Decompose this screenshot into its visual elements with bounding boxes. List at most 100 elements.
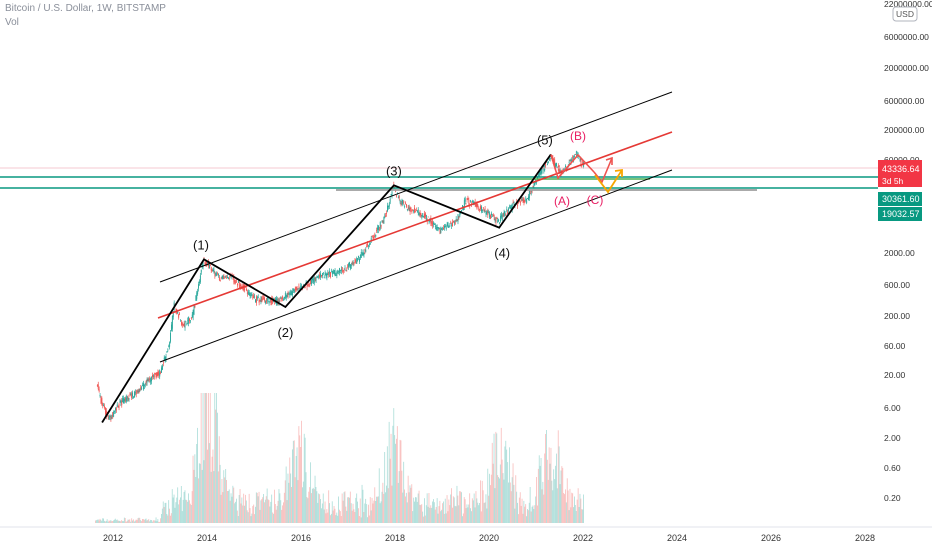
price-candle (152, 375, 154, 377)
channel-upper-line[interactable] (159, 91, 673, 283)
time-axis[interactable]: 2012 2014 2016 2018 2020 2022 2024 2026 2028 (0, 526, 932, 543)
price-candle (512, 202, 514, 204)
volume-bar (520, 505, 522, 523)
price-candle (135, 391, 137, 395)
price-candle (142, 384, 143, 386)
orange-forecast-arrow[interactable] (594, 169, 623, 194)
volume-bar (535, 496, 537, 523)
volume-bar (364, 503, 366, 523)
price-axis[interactable]: 22000000.00 6000000.00 2000000.00 600000.00… (878, 0, 932, 530)
volume-bar (220, 494, 222, 523)
price-candle (463, 200, 465, 208)
volume-bar (358, 516, 360, 523)
price-candle (266, 298, 268, 301)
price-candle (445, 227, 447, 230)
price-candle (204, 263, 206, 265)
volume-bar (308, 491, 310, 523)
price-candle (249, 292, 251, 296)
price-candle (295, 287, 297, 291)
volume-bar (95, 520, 96, 523)
price-candle (223, 275, 225, 278)
volume-bar (138, 517, 140, 523)
volume-bar (332, 510, 334, 523)
volume-bar (409, 485, 411, 523)
price-candle (265, 300, 266, 304)
price-candle (125, 395, 127, 402)
volume-bar (463, 497, 465, 523)
volume-bar (423, 516, 424, 523)
price-tick-label: 0.20 (884, 493, 901, 503)
price-candle (109, 415, 111, 417)
volume-bar (209, 393, 211, 523)
price-candle (418, 212, 420, 215)
volume-bar (214, 393, 216, 523)
volume-bar (559, 484, 561, 523)
price-candle (425, 215, 427, 220)
volume-bar (396, 426, 398, 523)
volume-bar (441, 509, 443, 523)
price-candle (306, 284, 308, 287)
price-candle (500, 216, 501, 222)
volume-bar (430, 505, 432, 523)
volume-bar (376, 496, 377, 523)
price-candle (308, 284, 310, 286)
volume-bar (330, 513, 332, 523)
volume-bar (186, 500, 188, 523)
volume-bar (439, 500, 441, 523)
price-candle (182, 324, 184, 325)
volume-bar (210, 471, 212, 523)
volume-bar (128, 519, 130, 523)
price-candle (172, 311, 174, 318)
price-candle (368, 245, 369, 247)
price-candle (537, 176, 538, 180)
volume-bar (354, 512, 356, 523)
price-candle (120, 400, 122, 404)
price-candle (481, 206, 482, 212)
impulse-wave-path[interactable] (101, 153, 552, 423)
volume-bar (319, 494, 321, 523)
elliott-wave-lines[interactable] (101, 153, 623, 423)
volume-bar (418, 490, 420, 523)
price-candle (258, 299, 260, 303)
volume-bar (466, 504, 468, 523)
volume-bar (410, 487, 412, 523)
volume-bar (404, 489, 405, 523)
volume-bar (445, 513, 447, 523)
price-candle (453, 220, 454, 222)
corrective-wave-path[interactable] (550, 153, 595, 180)
price-candle (195, 295, 197, 301)
price-candle (492, 214, 494, 216)
price-candle (455, 218, 457, 222)
volume-bar (548, 447, 550, 523)
volume-bar (385, 492, 386, 523)
volume-bar (283, 502, 284, 523)
price-candle (339, 268, 340, 273)
price-candle (518, 201, 519, 203)
price-candle (521, 198, 523, 201)
volume-bar (408, 492, 410, 523)
volume-bar (218, 436, 220, 523)
volume-bar (482, 490, 484, 523)
volume-bar (202, 393, 204, 523)
volume-bar (321, 503, 323, 523)
price-candle (366, 246, 368, 247)
volume-bar (169, 508, 170, 523)
volume-bar (518, 514, 519, 523)
volume-bar (276, 505, 278, 523)
price-candle (146, 379, 148, 383)
volume-bar (132, 520, 133, 523)
price-candle (331, 271, 333, 275)
volume-bar (302, 481, 304, 523)
currency-badge[interactable]: USD (892, 6, 918, 22)
price-candle (362, 250, 364, 255)
red-forecast-arrow[interactable] (593, 157, 613, 184)
channel-lower-line[interactable] (159, 169, 673, 363)
price-candle (185, 321, 187, 323)
price-candle (414, 207, 415, 213)
price-candle (151, 377, 152, 382)
volume-bar (527, 509, 528, 523)
price-candle (360, 252, 362, 258)
volume-bar (527, 510, 529, 523)
